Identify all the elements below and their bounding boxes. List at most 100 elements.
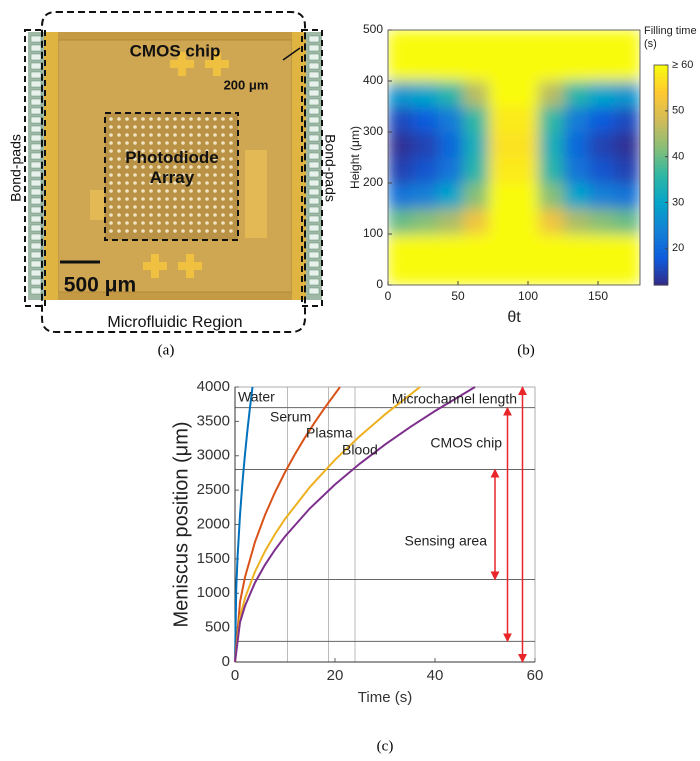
caption: (a) (158, 342, 175, 358)
colorbar-step (654, 171, 668, 176)
colorbar-step (654, 127, 668, 132)
pixel (189, 197, 193, 201)
heatmap-cell (513, 30, 540, 56)
pixel (109, 189, 113, 193)
pixel (133, 157, 137, 161)
photo-label-box: Photodiode Array (125, 148, 218, 187)
pixel (205, 157, 209, 161)
photo-label: Bond-pads (8, 134, 24, 202)
pixel (181, 213, 185, 217)
heatmap-cell (589, 30, 616, 56)
heatmap-cell (538, 208, 565, 235)
bond-pad (308, 242, 320, 250)
heatmap-cell (488, 106, 515, 133)
colorbar-step (654, 87, 668, 92)
y-tick-label: 1500 (197, 550, 230, 567)
heatmap-cell (488, 182, 515, 209)
pixel (181, 189, 185, 193)
pixel (189, 221, 193, 225)
bond-pad (308, 170, 320, 178)
pixel (189, 165, 193, 169)
y-tick-label: 500 (363, 22, 383, 36)
pixel (117, 205, 121, 209)
pixel (125, 181, 129, 185)
bond-pad (30, 269, 42, 277)
heatmap-cell (463, 80, 490, 107)
pixel (229, 229, 233, 233)
bond-pad (30, 287, 42, 295)
pixel (165, 141, 169, 145)
colorbar-step (654, 72, 668, 77)
photo-label: CMOS chip (130, 41, 221, 60)
pixel (213, 213, 217, 217)
pixel (157, 197, 161, 201)
heatmap-cell (388, 157, 414, 184)
heatmap-cell (589, 233, 616, 260)
pixel (149, 117, 153, 121)
pixel (181, 141, 185, 145)
colorbar-step (654, 98, 668, 103)
heatmap-cell (614, 131, 640, 158)
pixel (181, 181, 185, 185)
pixel (141, 181, 145, 185)
pixel (109, 149, 113, 153)
y-tick-label: 0 (376, 277, 383, 291)
pixel (133, 189, 137, 193)
pixel (229, 173, 233, 177)
colorbar-tick-label: 20 (672, 242, 684, 254)
pixel (125, 133, 129, 137)
bond-pad (30, 53, 42, 61)
heatmap-cell (388, 30, 414, 56)
bond-pad (308, 62, 320, 70)
range-label: Sensing area (404, 533, 487, 549)
colorbar-step (654, 252, 668, 257)
pixel (117, 173, 121, 177)
pixel (141, 205, 145, 209)
pixel (157, 229, 161, 233)
pixel (221, 197, 225, 201)
pixel (157, 221, 161, 225)
x-axis-label: θt (507, 309, 521, 326)
x-tick-label: 0 (385, 289, 392, 303)
heatmap-cell (538, 233, 565, 260)
pixel (149, 133, 153, 137)
heatmap-cell (463, 30, 490, 56)
colorbar-step (654, 79, 668, 84)
pixel (229, 181, 233, 185)
colorbar-step (654, 131, 668, 136)
heatmap-cell (488, 80, 515, 107)
pixel (221, 213, 225, 217)
pixel (141, 141, 145, 145)
pixel (125, 189, 129, 193)
heatmap-cell (513, 157, 540, 184)
pixel (189, 141, 193, 145)
pixel (213, 181, 217, 185)
heatmap-cell (488, 259, 515, 285)
series-line (234, 386, 341, 663)
heatmap-cell (388, 182, 414, 209)
pixel (181, 157, 185, 161)
pixel (165, 229, 169, 233)
bond-pad (308, 116, 320, 124)
colorbar-tick-label: 30 (672, 196, 684, 208)
bond-pad (30, 107, 42, 115)
bond-pad (30, 134, 42, 142)
caption: (b) (517, 342, 535, 358)
bond-pad (308, 107, 320, 115)
pixel (221, 149, 225, 153)
pixel (197, 229, 201, 233)
bond-pad (30, 251, 42, 259)
bond-pad (308, 278, 320, 286)
bond-pad (308, 143, 320, 151)
pixel (197, 165, 201, 169)
pixel (133, 213, 137, 217)
heatmap-cell (563, 233, 591, 260)
pixel (197, 205, 201, 209)
pixel (197, 133, 201, 137)
heatmap-cell (513, 80, 540, 107)
heatmap-cell (513, 55, 540, 82)
colorbar-step (654, 237, 668, 242)
heatmap-cell (589, 157, 616, 184)
pixel (165, 125, 169, 129)
pixel (173, 165, 177, 169)
